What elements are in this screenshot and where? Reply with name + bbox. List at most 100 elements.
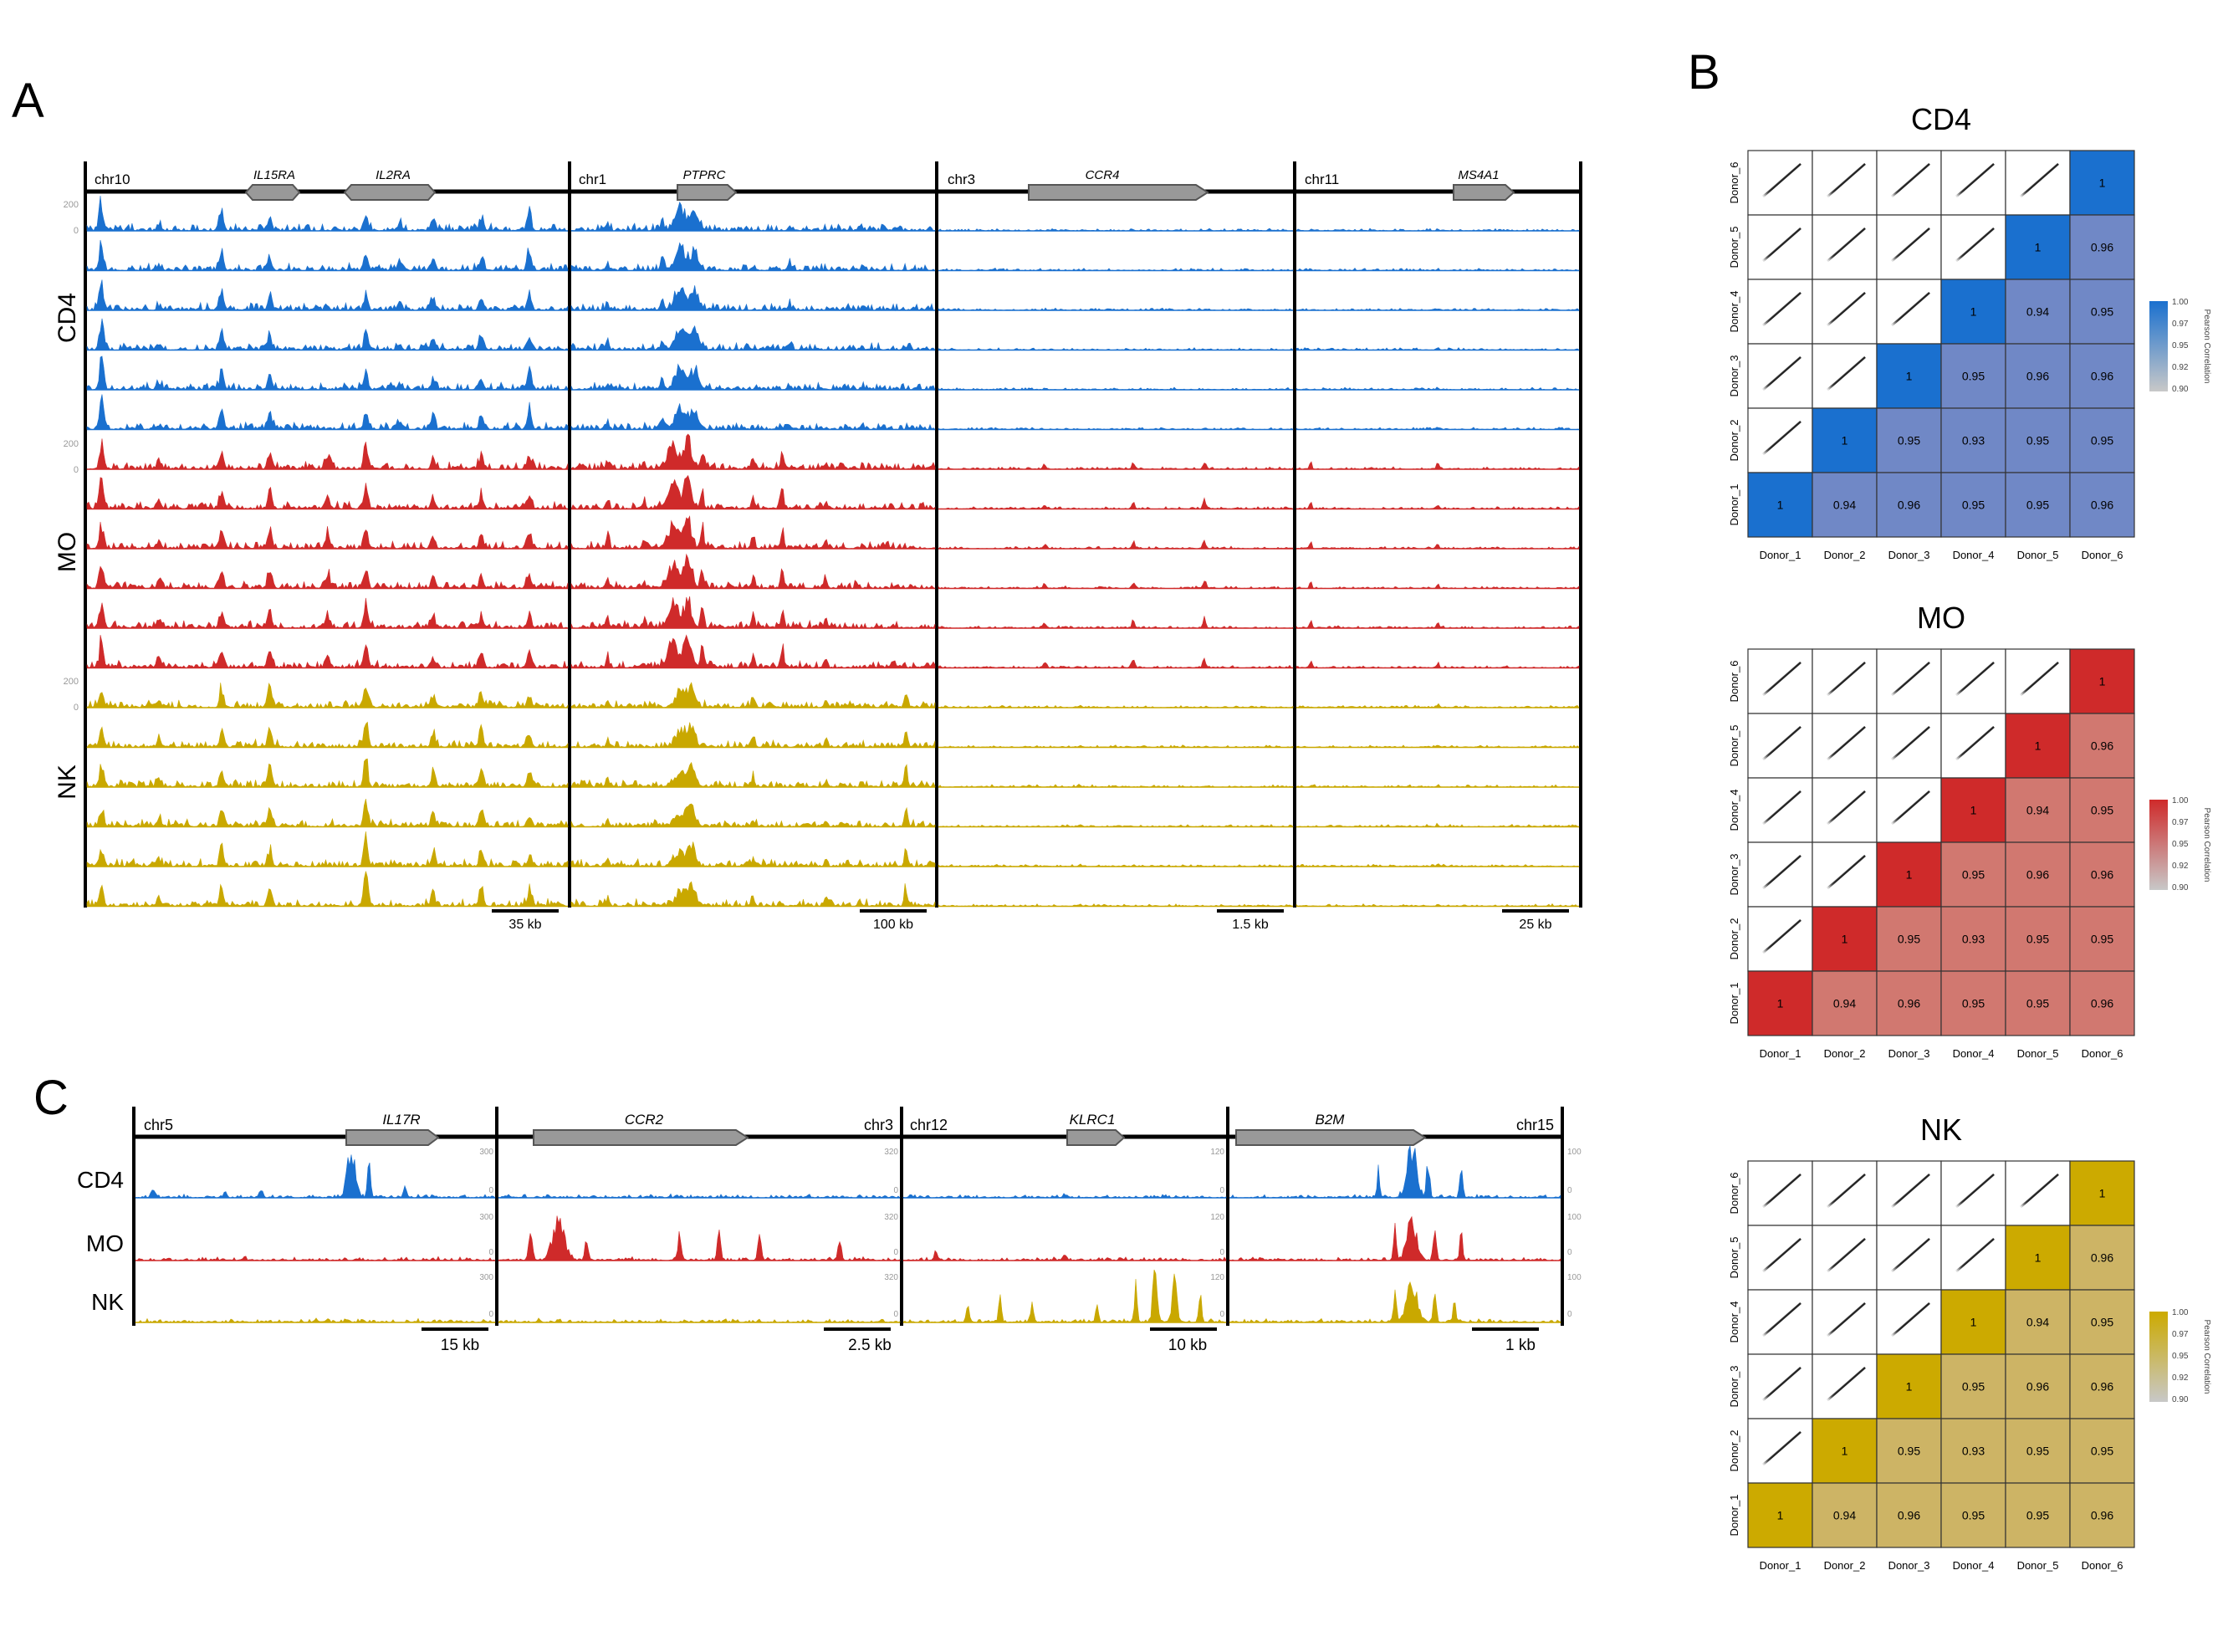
panel-b-correlation-matrices: CD4 1 Donor_6 1 0.96 Donor_5 1 0.94 0.95 Donor_4 1…	[1728, 102, 2211, 1572]
axis-c4-nk-min: 0	[1567, 1310, 1572, 1319]
legend-tick-mo-2: 0.95	[2172, 840, 2189, 849]
coverage-track-nk-2-locus-2	[570, 722, 936, 749]
coverage-track-c-nk-locus-4	[1229, 1281, 1561, 1323]
coverage-track-mo-5-locus-2	[570, 596, 936, 629]
chrom-label-chr5: chr5	[144, 1117, 173, 1133]
matrix-ylabel-nk-4: Donor_4	[1728, 1302, 1740, 1343]
matrix-cell-nk-r1-c1-value: 1	[1777, 1509, 1784, 1522]
y-axis-min-mo: 0	[74, 465, 79, 475]
matrix-xlabel-cd4-1: Donor_1	[1760, 549, 1801, 561]
matrix-cell-mo-r3-c3	[1876, 841, 1942, 908]
matrix-cell-cd4-r3-c3	[1876, 343, 1942, 409]
matrix-cell-nk-r1-c2-value: 0.94	[1833, 1509, 1856, 1522]
matrix-cell-mo-r2-c1-scatter-mark-8	[1772, 919, 1801, 945]
matrix-cell-mo-r4-c6	[2069, 777, 2135, 843]
matrix-cell-mo-r1-c2-value: 0.94	[1833, 997, 1856, 1010]
matrix-cell-nk-r2-c5	[2005, 1418, 2071, 1484]
gene-arrow-ccr2	[533, 1129, 749, 1146]
matrix-cell-mo-r1-c2	[1812, 970, 1878, 1036]
matrix-xlabel-nk-4: Donor_4	[1953, 1559, 1995, 1572]
matrix-ylabel-cd4-3: Donor_3	[1728, 355, 1740, 397]
correlation-matrix-nk: NK 1 Donor_6 1 0.96 Donor_5 1 0.94 0.95 Donor_4 1 0…	[1728, 1112, 2211, 1572]
coverage-track-mo-1-locus-2	[570, 433, 936, 470]
matrix-cell-nk-r3-c1-scatter-mark-8	[1772, 1367, 1801, 1393]
matrix-title-nk: NK	[1920, 1112, 1962, 1147]
legend-tick-mo-3: 0.92	[2172, 862, 2189, 871]
matrix-cell-mo-r1-c6-value: 0.96	[2091, 997, 2113, 1010]
matrix-cell-nk-r1-c1	[1747, 1482, 1813, 1548]
coverage-track-c-cd4-locus-4	[1229, 1145, 1561, 1199]
axis-c3-nk-max: 120	[1210, 1273, 1224, 1282]
coverage-track-cd4-5-locus-1	[86, 355, 569, 391]
gene-label-ccr4: CCR4	[1086, 168, 1120, 182]
coverage-track-c-nk-locus-3	[902, 1269, 1227, 1323]
gene-label-il15ra: IL15RA	[253, 168, 295, 182]
matrix-cell-mo-r3-c5-value: 0.96	[2026, 868, 2049, 882]
matrix-ylabel-nk-1: Donor_1	[1728, 1495, 1740, 1537]
matrix-cell-nk-r4-c6-value: 0.95	[2091, 1316, 2113, 1329]
coverage-track-mo-4-locus-1	[86, 565, 569, 590]
legend-title-mo: Pearson Correlation	[2202, 808, 2211, 882]
matrix-cell-mo-r1-c3-value: 0.96	[1898, 997, 1920, 1010]
legend-tick-nk-0: 1.00	[2172, 1308, 2189, 1317]
matrix-cell-nk-r1-c3	[1876, 1482, 1942, 1548]
matrix-cell-mo-r3-c2-scatter-mark-8	[1837, 855, 1866, 881]
coverage-track-mo-2-locus-1	[86, 477, 569, 510]
matrix-cell-mo-r2-c6	[2069, 906, 2135, 972]
coverage-track-mo-3-locus-1	[86, 521, 569, 550]
coverage-track-c-mo-locus-1	[135, 1256, 496, 1261]
axis-c2-cd4-min: 0	[893, 1186, 898, 1195]
matrix-ylabel-cd4-5: Donor_5	[1728, 227, 1740, 269]
y-axis-max-cd4: 200	[64, 200, 79, 210]
matrix-cell-nk-r2-c3	[1876, 1418, 1942, 1484]
matrix-cell-mo-r3-c1-scatter-mark-8	[1772, 855, 1801, 881]
matrix-cell-cd4-r1-c4-value: 0.95	[1962, 499, 1985, 512]
matrix-cell-mo-r6-c3-scatter-mark-8	[1901, 662, 1930, 688]
coverage-track-nk-3-locus-1	[86, 758, 569, 789]
matrix-cell-mo-r4-c1-scatter-mark-8	[1772, 790, 1801, 816]
matrix-cell-nk-r6-c2-scatter-mark-8	[1837, 1174, 1866, 1199]
axis-c1-nk-min: 0	[488, 1310, 493, 1319]
matrix-cell-mo-r1-c1	[1747, 970, 1813, 1036]
coverage-track-mo-1-locus-1	[86, 438, 569, 470]
panel-letter-c: C	[33, 1071, 69, 1125]
coverage-track-nk-5-locus-2	[570, 841, 936, 867]
gene-arrow-il15ra	[244, 184, 301, 201]
coverage-track-mo-3-locus-2	[570, 515, 936, 550]
panel-letter-b: B	[1688, 45, 1720, 100]
chrom-label-chr3: chr3	[948, 171, 975, 187]
matrix-cell-mo-r2-c4	[1940, 906, 2006, 972]
matrix-cell-mo-r4-c5	[2005, 777, 2071, 843]
matrix-cell-cd4-r5-c4-scatter-mark-8	[1965, 228, 1995, 253]
matrix-xlabel-nk-2: Donor_2	[1824, 1559, 1866, 1572]
legend-tick-mo-4: 0.90	[2172, 883, 2189, 892]
matrix-cell-mo-r5-c2-scatter-mark-8	[1837, 726, 1866, 752]
matrix-xlabel-cd4-6: Donor_6	[2082, 549, 2123, 561]
matrix-cell-cd4-r5-c6-value: 0.96	[2091, 241, 2113, 254]
matrix-cell-cd4-r2-c5-value: 0.95	[2026, 434, 2049, 448]
matrix-xlabel-mo-5: Donor_5	[2017, 1047, 2059, 1060]
legend-tick-nk-4: 0.90	[2172, 1395, 2189, 1404]
coverage-track-mo-6-locus-2	[570, 634, 936, 669]
gene-arrow-ptprc	[677, 184, 738, 201]
coverage-track-nk-1-locus-1	[86, 682, 569, 709]
matrix-cell-mo-r2-c3-value: 0.95	[1898, 933, 1920, 946]
matrix-cell-cd4-r5-c5	[2005, 214, 2071, 280]
matrix-ylabel-cd4-2: Donor_2	[1728, 420, 1740, 462]
gene-arrow-b2m	[1235, 1129, 1427, 1146]
legend-tick-cd4-4: 0.90	[2172, 385, 2189, 394]
panel-c-genome-tracks: chr5 chr3 chr12 chr15 IL17R CCR2 KLRC1 B…	[77, 1107, 1582, 1354]
matrix-cell-nk-r4-c6	[2069, 1289, 2135, 1355]
coverage-track-c-cd4-locus-2	[498, 1193, 901, 1199]
group-label-mo: MO	[54, 532, 81, 572]
scale-label-25kb: 25 kb	[1519, 918, 1551, 932]
matrix-ylabel-mo-6: Donor_6	[1728, 661, 1740, 703]
matrix-cell-cd4-r3-c6-value: 0.96	[2091, 370, 2113, 383]
gene-arrow-il17r	[345, 1129, 440, 1146]
axis-c4-cd4-min: 0	[1567, 1186, 1572, 1195]
matrix-cell-cd4-r2-c3-value: 0.95	[1898, 434, 1920, 448]
coverage-track-nk-6-locus-2	[570, 881, 936, 908]
matrix-cell-nk-r1-c5	[2005, 1482, 2071, 1548]
matrix-xlabel-nk-1: Donor_1	[1760, 1559, 1801, 1572]
axis-c4-mo-min: 0	[1567, 1248, 1572, 1257]
